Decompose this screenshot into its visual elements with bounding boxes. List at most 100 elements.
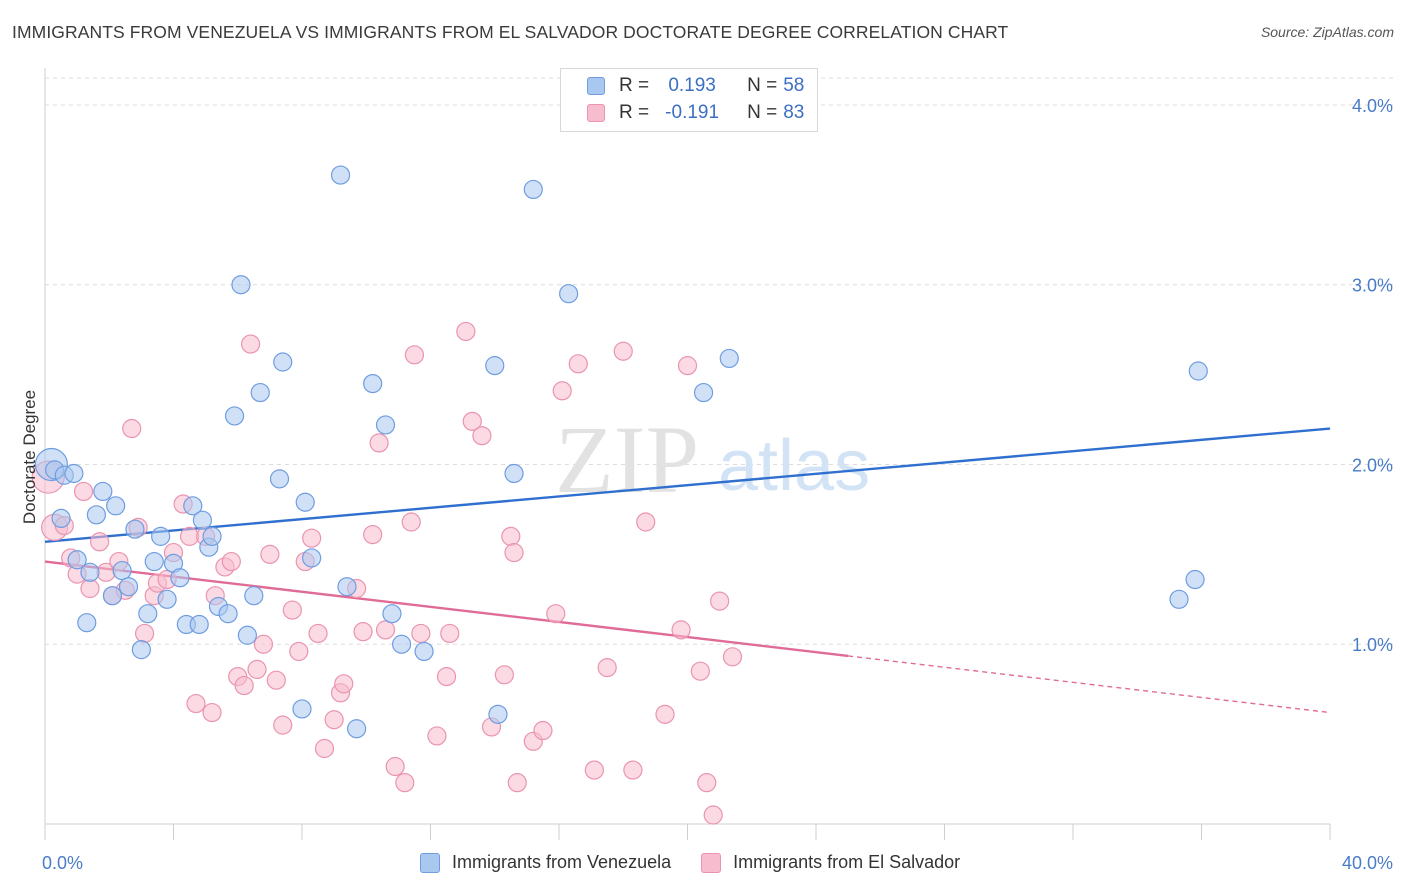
y-tick-label: 3.0% [1352, 276, 1393, 296]
point-el-salvador [584, 760, 604, 780]
point-el-salvador [334, 674, 354, 694]
x-tick-label-min: 0.0% [42, 853, 83, 873]
point-venezuela [112, 560, 132, 581]
point-venezuela [244, 586, 264, 606]
point-el-salvador [266, 670, 286, 690]
point-el-salvador [655, 704, 675, 724]
point-el-salvador [385, 756, 405, 777]
point-venezuela [192, 510, 213, 530]
point-el-salvador [533, 720, 553, 741]
point-el-salvador [494, 665, 514, 685]
point-el-salvador [472, 426, 492, 446]
point-venezuela [330, 165, 351, 185]
legend-r-label: R = [619, 75, 650, 96]
bottom-legend-label-el-salvador: Immigrants from El Salvador [733, 852, 961, 872]
point-el-salvador [353, 622, 373, 642]
watermark-atlas: atlas [718, 426, 870, 506]
point-el-salvador [73, 481, 94, 502]
point-venezuela [295, 492, 315, 512]
point-el-salvador [202, 702, 222, 723]
point-el-salvador [623, 760, 643, 780]
legend-n-value-el-salvador: 83 [783, 102, 805, 123]
point-venezuela [86, 505, 107, 525]
point-el-salvador [122, 418, 142, 439]
point-el-salvador [568, 354, 588, 374]
point-venezuela [1188, 361, 1208, 381]
point-venezuela [363, 373, 383, 394]
point-venezuela [189, 614, 209, 635]
point-el-salvador [552, 381, 572, 401]
point-venezuela [138, 604, 158, 624]
y-tick-label: 1.0% [1352, 635, 1393, 655]
point-venezuela [102, 586, 123, 606]
point-venezuela [64, 463, 84, 484]
legend-r-value-el-salvador: -0.191 [665, 102, 720, 123]
point-venezuela [719, 348, 739, 369]
point-venezuela [51, 508, 71, 529]
point-venezuela [375, 415, 396, 435]
point-venezuela [485, 356, 505, 376]
point-el-salvador [241, 334, 261, 354]
point-el-salvador [247, 659, 267, 680]
point-el-salvador [504, 542, 524, 563]
point-el-salvador [186, 693, 206, 714]
x-tick-label-max: 40.0% [1342, 853, 1393, 873]
point-el-salvador [253, 634, 274, 654]
point-venezuela [391, 634, 412, 654]
point-el-salvador [289, 641, 309, 662]
point-venezuela [1169, 589, 1189, 609]
point-venezuela [106, 496, 126, 516]
point-venezuela [693, 382, 714, 403]
point-venezuela [77, 613, 97, 633]
point-el-salvador [134, 623, 155, 644]
point-el-salvador [722, 647, 743, 667]
point-el-salvador [363, 524, 383, 545]
point-el-salvador [690, 661, 710, 681]
bottom-legend-el-salvador: Immigrants from El Salvador [701, 852, 960, 873]
trend-line-dashed [848, 655, 1331, 714]
point-el-salvador [597, 658, 617, 678]
point-venezuela [218, 604, 238, 624]
point-venezuela [67, 550, 87, 570]
legend-r-value-venezuela: 0.193 [668, 75, 716, 96]
point-venezuela [151, 526, 171, 546]
point-el-salvador [671, 620, 691, 640]
legend: R = 0.193 N = 58 R = -0.191 N = 83 [560, 68, 818, 132]
point-el-salvador [456, 321, 476, 342]
point-el-salvador [677, 356, 698, 376]
point-venezuela [504, 463, 524, 484]
source-label: Source: ZipAtlas.com [1260, 24, 1394, 40]
point-el-salvador [703, 805, 723, 825]
point-el-salvador [314, 738, 335, 759]
point-venezuela [125, 519, 145, 539]
legend-row-el-salvador: R = -0.191 N = 83 [587, 100, 804, 126]
point-venezuela [202, 526, 222, 546]
point-el-salvador [273, 715, 293, 735]
legend-n-value-venezuela: 58 [783, 75, 805, 96]
series-venezuela-points [34, 165, 1208, 739]
point-el-salvador [427, 726, 447, 746]
point-venezuela [347, 719, 367, 739]
point-el-salvador [462, 411, 482, 431]
point-venezuela [144, 551, 164, 572]
legend-swatch-venezuela [587, 77, 605, 95]
legend-n-label: N = [747, 75, 778, 96]
point-venezuela [250, 382, 270, 403]
point-venezuela [292, 699, 312, 719]
point-el-salvador [369, 433, 389, 453]
y-axis-label: Doctorate Degree [20, 390, 39, 524]
point-venezuela [118, 577, 139, 597]
bottom-legend-venezuela: Immigrants from Venezuela [420, 852, 671, 873]
point-el-salvador [411, 623, 431, 644]
point-venezuela [237, 625, 257, 645]
point-el-salvador [234, 675, 254, 696]
point-venezuela [224, 406, 245, 426]
point-el-salvador [90, 532, 110, 552]
point-venezuela [93, 481, 113, 502]
trend-line-solid [44, 427, 1331, 543]
point-venezuela [170, 568, 190, 588]
point-venezuela [523, 179, 543, 200]
point-venezuela [183, 496, 203, 516]
point-el-salvador [613, 341, 633, 361]
point-el-salvador [260, 544, 280, 564]
